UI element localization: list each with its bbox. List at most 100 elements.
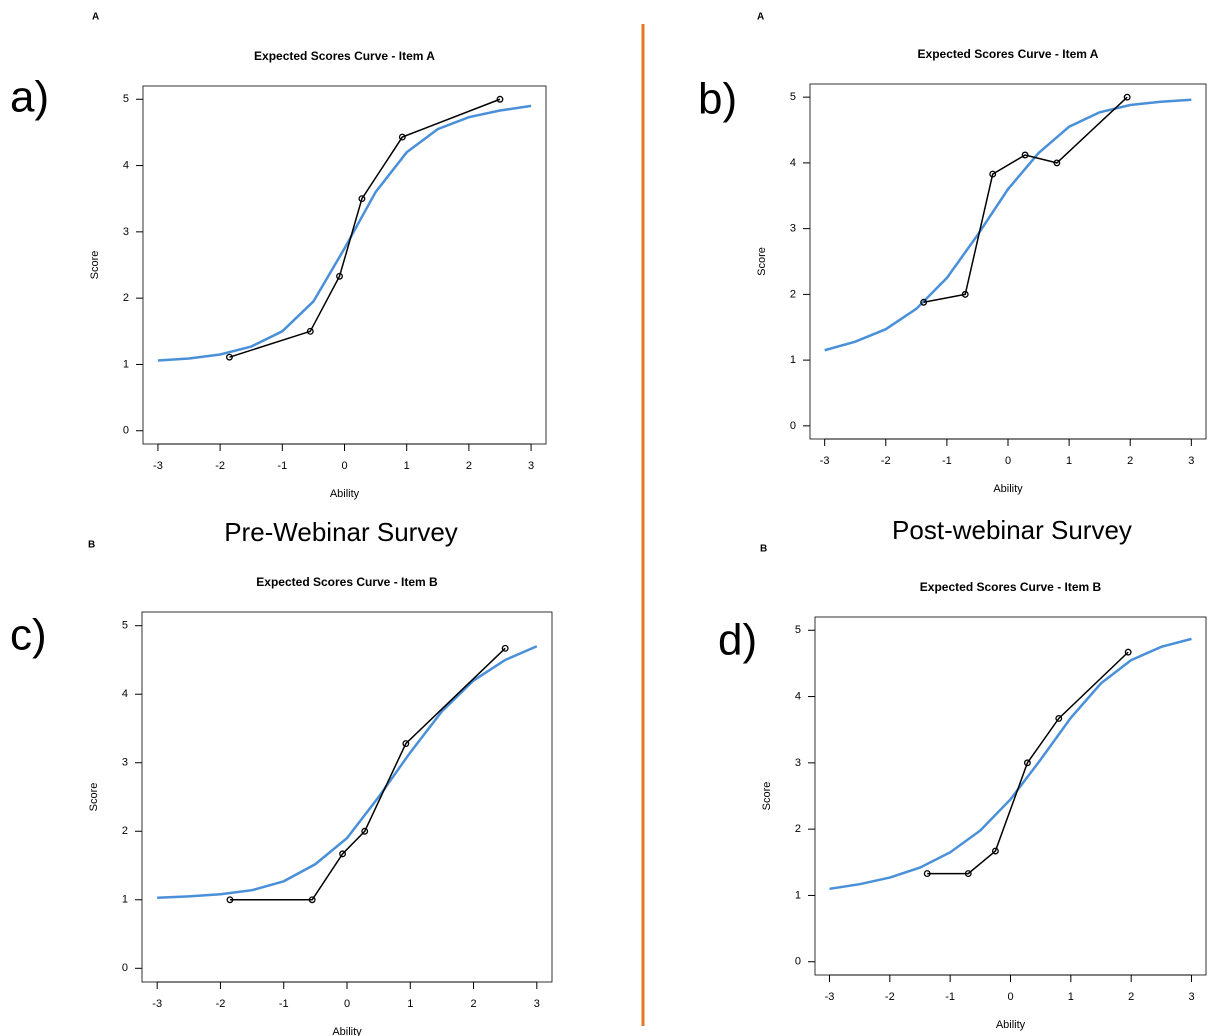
- point: [1023, 759, 1031, 767]
- y-tick-label: 5: [123, 93, 129, 105]
- point: [501, 644, 509, 652]
- point: [402, 740, 410, 748]
- corner-label: A: [92, 12, 99, 23]
- x-tick-label: 2: [470, 998, 476, 1010]
- plot-box: [809, 83, 1207, 440]
- y-tick-label: 0: [790, 420, 796, 432]
- y-tick-label: 4: [795, 690, 801, 702]
- plot-box: [141, 611, 553, 983]
- point: [336, 272, 343, 280]
- point: [923, 870, 931, 878]
- chart-title: Expected Scores Curve - Item B: [920, 580, 1102, 594]
- point: [1055, 714, 1063, 722]
- x-tick-label: 3: [1188, 991, 1194, 1003]
- panel-label: d): [718, 616, 757, 665]
- y-axis-label: Score: [761, 782, 773, 811]
- point: [1123, 93, 1131, 101]
- y-tick-label: 3: [122, 757, 128, 769]
- y-tick-label: 0: [795, 956, 801, 968]
- series-line: [157, 645, 538, 899]
- y-tick-label: 0: [123, 425, 129, 437]
- y-tick-label: 3: [123, 226, 129, 238]
- series-line: [927, 651, 1129, 875]
- x-tick-label: -1: [277, 460, 287, 472]
- caption: Post-webinar Survey: [892, 515, 1132, 545]
- series-line: [157, 104, 532, 362]
- x-tick-label: 2: [466, 460, 472, 472]
- x-tick-label: 0: [341, 460, 347, 472]
- x-tick-label: -2: [215, 460, 225, 472]
- x-axis-label: Ability: [993, 483, 1023, 495]
- x-tick-label: -1: [942, 455, 952, 467]
- corner-label: B: [88, 540, 95, 551]
- panel-label: c): [10, 611, 47, 660]
- x-tick-label: -2: [216, 998, 226, 1010]
- y-axis-label: Score: [88, 783, 100, 812]
- y-axis-label: Score: [756, 247, 768, 276]
- x-tick-label: 2: [1127, 455, 1133, 467]
- panel-label: b): [698, 75, 737, 124]
- x-tick-label: 1: [1066, 455, 1072, 467]
- series-line: [824, 98, 1192, 352]
- y-tick-label: 5: [795, 624, 801, 636]
- y-tick-label: 0: [122, 962, 128, 974]
- y-tick-label: 3: [795, 757, 801, 769]
- corner-label: B: [760, 544, 767, 555]
- chart-title: Expected Scores Curve - Item A: [918, 47, 1099, 61]
- chart-title: Expected Scores Curve - Item B: [256, 575, 438, 589]
- series-line: [229, 98, 501, 358]
- y-tick-label: 2: [122, 825, 128, 837]
- y-tick-label: 2: [790, 288, 796, 300]
- x-tick-label: 3: [1188, 455, 1194, 467]
- y-tick-label: 2: [123, 292, 129, 304]
- x-tick-label: -1: [279, 998, 289, 1010]
- y-tick-label: 1: [122, 894, 128, 906]
- x-tick-label: 3: [534, 998, 540, 1010]
- y-tick-label: 1: [795, 889, 801, 901]
- x-tick-label: -2: [885, 991, 895, 1003]
- point: [339, 850, 347, 858]
- series-line: [829, 637, 1192, 891]
- point: [961, 290, 969, 298]
- point: [1021, 151, 1029, 159]
- plot-box: [142, 85, 547, 445]
- point: [991, 847, 999, 855]
- y-tick-label: 5: [122, 620, 128, 632]
- y-tick-label: 4: [790, 157, 796, 169]
- x-tick-label: 0: [1005, 455, 1011, 467]
- x-tick-label: -3: [153, 460, 163, 472]
- x-axis-label: Ability: [332, 1026, 362, 1036]
- x-tick-label: -2: [881, 455, 891, 467]
- x-tick-label: 2: [1128, 991, 1134, 1003]
- x-axis-label: Ability: [330, 488, 360, 500]
- point: [306, 327, 314, 335]
- y-tick-label: 4: [123, 159, 129, 171]
- y-tick-label: 5: [790, 91, 796, 103]
- point: [361, 827, 369, 835]
- x-axis-label: Ability: [996, 1019, 1026, 1031]
- point: [225, 353, 233, 361]
- series-line: [229, 647, 506, 901]
- panel-label: a): [10, 73, 49, 122]
- point: [989, 170, 997, 178]
- point: [920, 298, 928, 306]
- point: [964, 870, 972, 878]
- x-tick-label: 3: [528, 460, 534, 472]
- y-axis-label: Score: [89, 251, 101, 280]
- y-tick-label: 1: [790, 354, 796, 366]
- x-tick-label: 0: [1007, 991, 1013, 1003]
- x-tick-label: -3: [825, 991, 835, 1003]
- x-tick-label: 1: [1068, 991, 1074, 1003]
- point: [1053, 159, 1061, 167]
- x-tick-label: 1: [404, 460, 410, 472]
- x-tick-label: -1: [945, 991, 955, 1003]
- point: [496, 95, 504, 103]
- x-tick-label: 0: [344, 998, 350, 1010]
- plot-box: [814, 616, 1207, 976]
- corner-label: A: [757, 12, 764, 23]
- y-tick-label: 4: [122, 688, 128, 700]
- chart-title: Expected Scores Curve - Item A: [254, 49, 435, 63]
- x-tick-label: -3: [152, 998, 162, 1010]
- point: [226, 896, 234, 904]
